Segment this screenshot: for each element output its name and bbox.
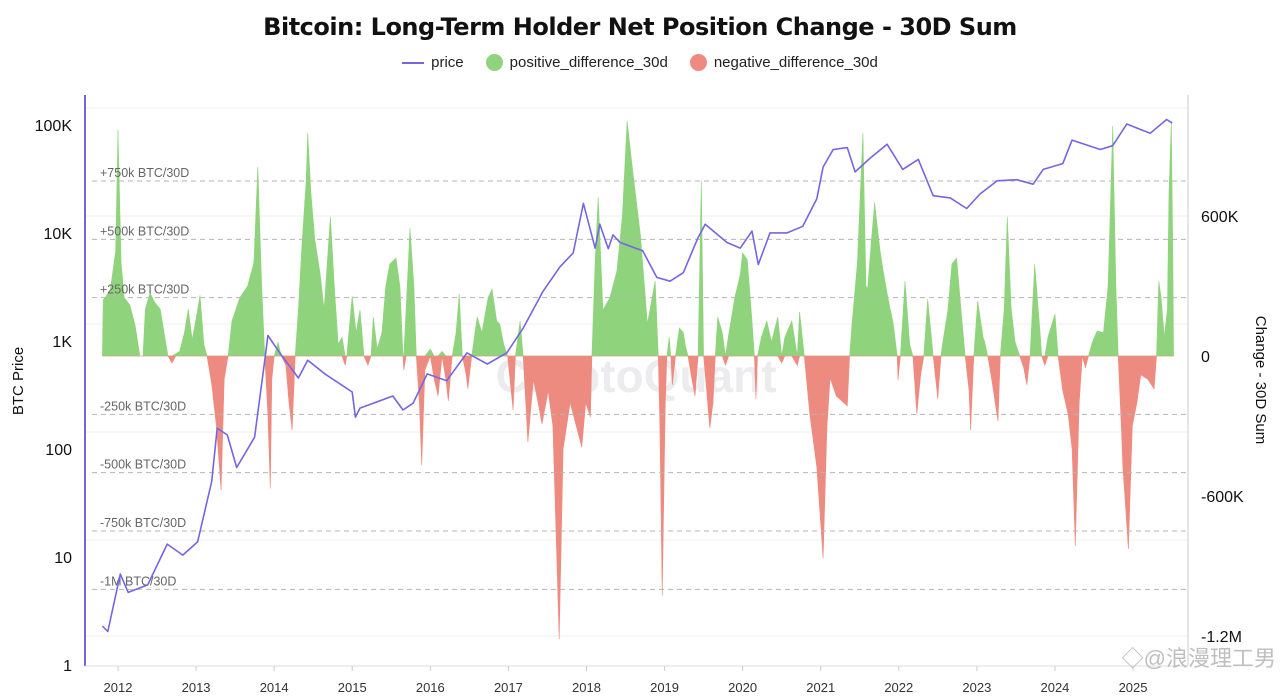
positive-swatch — [485, 54, 503, 71]
legend-label: negative_difference_30d — [713, 54, 878, 71]
reference-line-label: +500k BTC/30D — [100, 224, 189, 238]
y-left-tick-label: 10K — [44, 226, 73, 243]
reference-line-label: -500k BTC/30D — [100, 458, 186, 472]
y-left-tick-label: 10 — [54, 550, 72, 567]
x-tick-label: 2015 — [338, 680, 367, 695]
x-tick-label: 2021 — [806, 680, 835, 695]
positive-difference-area — [102, 120, 1174, 357]
reference-line-label: -250k BTC/30D — [100, 399, 186, 413]
legend-item-positive[interactable]: positive_difference_30d — [485, 54, 668, 71]
y-right-tick-label: 600K — [1201, 209, 1239, 226]
negative-swatch — [689, 54, 707, 71]
y-left-tick-label: 1 — [63, 658, 72, 675]
x-tick-label: 2013 — [182, 680, 211, 695]
x-tick-label: 2014 — [260, 680, 289, 695]
reference-line-label: -1M BTC/30D — [100, 574, 176, 588]
x-tick-label: 2018 — [572, 680, 601, 695]
y-right-tick-label: -600K — [1201, 489, 1244, 506]
x-tick-label: 2012 — [104, 680, 133, 695]
x-tick-label: 2019 — [650, 680, 679, 695]
corner-watermark: ◇@浪漫理工男 — [1122, 647, 1276, 671]
legend-label: price — [431, 54, 464, 71]
legend: price positive_difference_30d negative_d… — [0, 54, 1280, 71]
y-left-tick-label: 100 — [45, 442, 72, 459]
x-tick-label: 2025 — [1119, 680, 1148, 695]
price-line-swatch — [402, 61, 425, 64]
legend-label: positive_difference_30d — [509, 54, 668, 71]
legend-item-price[interactable]: price — [402, 54, 464, 71]
y-right-axis-label: Change - 30D Sum — [1252, 316, 1269, 444]
y-left-tick-label: 1K — [52, 334, 72, 351]
reference-line-label: +250k BTC/30D — [100, 283, 189, 297]
chart-title: Bitcoin: Long-Term Holder Net Position C… — [263, 13, 1017, 41]
negative-difference-area — [102, 354, 1174, 640]
y-left-axis-label: BTC Price — [10, 347, 27, 415]
y-left-tick-label: 100K — [35, 118, 73, 135]
watermark-text: @浪漫理工男 — [1143, 646, 1276, 671]
x-tick-label: 2023 — [962, 680, 991, 695]
binance-square-icon: ◇ — [1121, 646, 1144, 671]
x-tick-label: 2022 — [884, 680, 913, 695]
reference-line-label: -750k BTC/30D — [100, 516, 186, 530]
reference-line-label: +750k BTC/30D — [100, 166, 189, 180]
x-tick-label: 2020 — [728, 680, 757, 695]
y-right-tick-label: 0 — [1201, 349, 1210, 366]
y-right-tick-label: -1.2M — [1201, 629, 1242, 646]
x-tick-label: 2017 — [494, 680, 523, 695]
x-tick-label: 2016 — [416, 680, 445, 695]
price-line — [101, 118, 1173, 633]
legend-item-negative[interactable]: negative_difference_30d — [689, 54, 878, 71]
x-tick-label: 2024 — [1040, 680, 1069, 695]
